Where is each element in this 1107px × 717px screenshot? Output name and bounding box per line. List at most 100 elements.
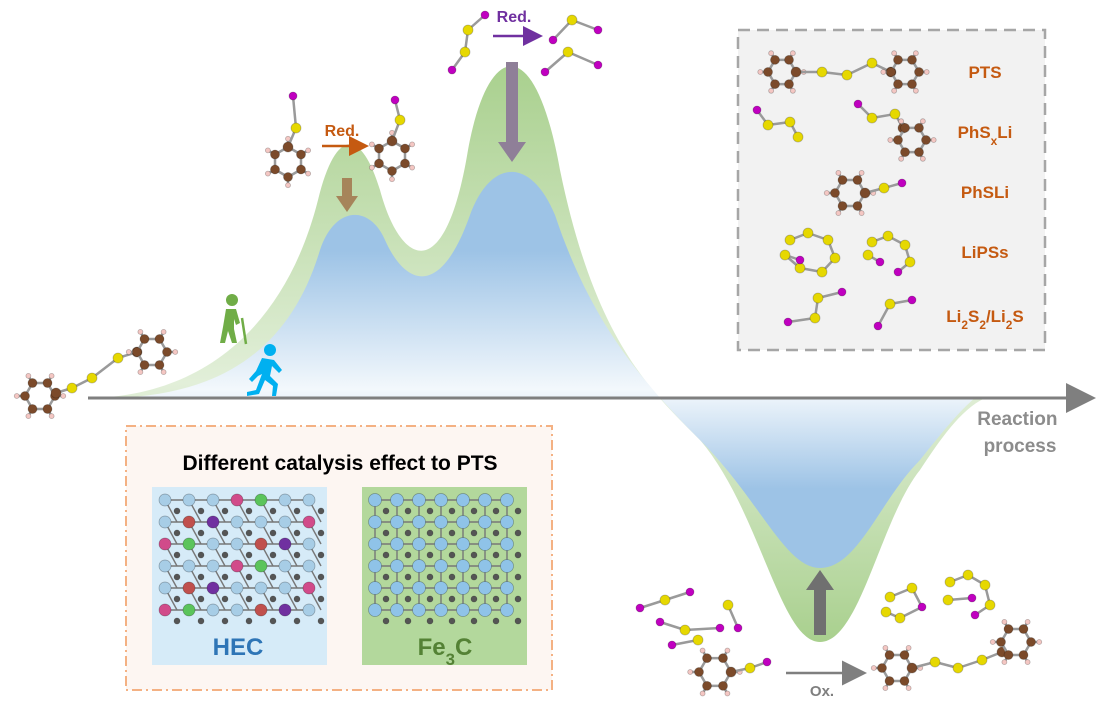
atom: [269, 551, 277, 559]
atom: [952, 662, 964, 674]
atom: [302, 515, 316, 529]
atom: [317, 595, 325, 603]
atom: [687, 669, 694, 675]
atom: [426, 507, 434, 515]
red-label-1: Red.: [325, 123, 360, 140]
atom: [269, 573, 277, 581]
atom: [906, 662, 918, 674]
atom: [390, 493, 404, 507]
atom: [368, 515, 382, 529]
atom: [500, 559, 514, 573]
atom: [702, 653, 712, 664]
atom: [158, 603, 172, 617]
atom: [667, 640, 677, 650]
text-segment: S: [968, 307, 979, 326]
atom: [514, 551, 522, 559]
atom: [1003, 650, 1014, 660]
atom: [996, 637, 1006, 647]
atom: [1026, 637, 1036, 647]
atom: [404, 595, 412, 603]
atom: [889, 108, 901, 120]
atom: [894, 612, 906, 624]
atom: [899, 676, 910, 686]
atom: [540, 67, 550, 77]
atom: [293, 617, 301, 625]
atom: [942, 594, 954, 606]
atom: [566, 14, 578, 26]
atom: [434, 515, 448, 529]
atom: [822, 234, 834, 246]
atom: [221, 573, 229, 581]
runner-icon: [247, 344, 282, 396]
atom: [42, 404, 53, 414]
atom: [853, 99, 863, 109]
atom: [480, 10, 490, 20]
atom: [880, 606, 892, 618]
atom: [296, 164, 306, 175]
bond: [684, 626, 721, 632]
atom: [917, 602, 927, 612]
atom: [206, 537, 220, 551]
atom: [172, 349, 179, 355]
atom: [492, 595, 500, 603]
atom: [139, 360, 150, 370]
atom: [873, 321, 883, 331]
atom: [27, 378, 38, 388]
atom: [382, 595, 390, 603]
atom: [162, 347, 172, 357]
atom: [368, 141, 375, 148]
atom: [448, 507, 456, 515]
text-segment: Li: [946, 307, 961, 326]
text-segment: PhS: [958, 123, 991, 142]
atom: [254, 537, 268, 551]
atom: [752, 105, 762, 115]
atom: [884, 591, 896, 603]
atom: [882, 644, 889, 651]
atom: [891, 50, 898, 57]
atom: [426, 573, 434, 581]
atom: [718, 653, 728, 664]
atom: [784, 79, 794, 90]
atom: [1018, 650, 1029, 660]
atom: [898, 118, 905, 125]
atom: [302, 493, 316, 507]
atom: [221, 617, 229, 625]
atom: [448, 573, 456, 581]
atom: [137, 369, 144, 376]
atom: [462, 24, 474, 36]
atom: [302, 537, 316, 551]
atom: [715, 623, 725, 633]
atom: [206, 515, 220, 529]
atom: [514, 617, 522, 625]
subscript: 2: [961, 318, 968, 332]
atom: [829, 252, 841, 264]
atom: [679, 624, 691, 636]
atom: [448, 529, 456, 537]
atom: [789, 50, 796, 57]
atom: [182, 493, 196, 507]
atom: [866, 112, 878, 124]
atom: [269, 617, 277, 625]
atom: [409, 164, 416, 171]
atom: [907, 54, 917, 65]
atom: [245, 529, 253, 537]
atom: [914, 67, 924, 77]
atom: [302, 559, 316, 573]
atom: [478, 515, 492, 529]
atom: [1018, 624, 1029, 634]
atom: [514, 507, 522, 515]
atom: [635, 603, 645, 613]
atom: [784, 116, 796, 128]
atom: [230, 603, 244, 617]
atom: [900, 122, 910, 133]
atom: [500, 537, 514, 551]
atom: [891, 87, 898, 94]
atom: [426, 551, 434, 559]
atom: [400, 158, 410, 169]
atom: [25, 372, 32, 379]
text-segment: Fe: [418, 634, 446, 661]
atom: [390, 603, 404, 617]
hec-label: HEC: [213, 634, 264, 661]
text-segment: PTS: [968, 63, 1001, 82]
